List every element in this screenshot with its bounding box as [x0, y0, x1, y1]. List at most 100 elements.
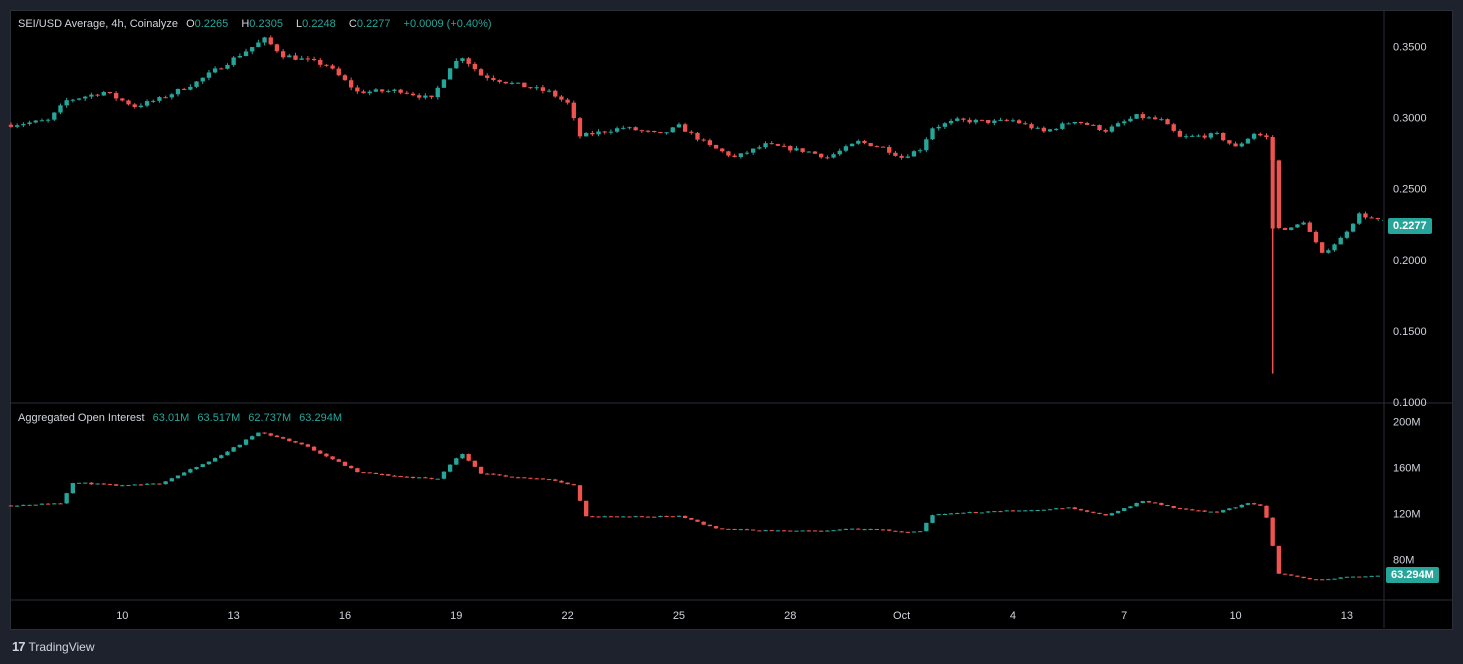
oi-candle-body — [330, 456, 335, 460]
price-candle-body — [1035, 127, 1040, 129]
oi-candle-body — [1054, 508, 1059, 510]
oi-candle-body — [1016, 510, 1022, 512]
price-candle-body — [924, 139, 929, 151]
price-candle-body — [441, 79, 447, 88]
price-candle-body — [33, 120, 38, 123]
price-candle-body — [280, 51, 286, 58]
oi-candle-body — [206, 461, 212, 465]
oi-candle-body — [689, 517, 694, 520]
price-candle-body — [120, 98, 125, 101]
price-candle-body — [1369, 217, 1374, 219]
oi-candle-body — [1307, 578, 1312, 580]
time-axis-tick-label: 19 — [450, 610, 462, 622]
price-candle-body — [769, 143, 774, 145]
price-candle-body — [373, 89, 379, 92]
oi-candle-body — [188, 469, 193, 473]
price-candle-body — [571, 102, 576, 119]
price-candle-body — [942, 123, 948, 127]
price-candle-body — [243, 51, 249, 57]
oi-candle-body — [1140, 501, 1145, 503]
price-candle-body — [1264, 135, 1269, 138]
oi-candle-body — [410, 476, 416, 478]
oi-candle-body — [645, 516, 651, 518]
oi-candle-body — [979, 512, 985, 514]
price-candle-body — [917, 150, 923, 152]
chart-frame[interactable] — [10, 10, 1453, 630]
oi-candle-body — [546, 479, 552, 481]
price-candle-body — [992, 120, 997, 123]
oi-candle-body — [1084, 510, 1090, 512]
oi-candle-body — [670, 516, 675, 518]
oi-candle-body — [515, 477, 521, 479]
oi-candle-body — [460, 454, 465, 459]
price-candle-body — [800, 148, 805, 152]
oi-candle-body — [1004, 510, 1009, 512]
price-candle-body — [1221, 132, 1226, 141]
price-candle-body — [899, 155, 904, 158]
price-candle-body — [1153, 117, 1158, 120]
oi-candle-body — [868, 529, 873, 531]
oi-candle-body — [1066, 507, 1071, 509]
oi-candle-body — [1350, 576, 1356, 578]
price-candle-body — [1307, 222, 1312, 232]
price-candle-body — [485, 75, 490, 78]
price-candle-body — [887, 146, 892, 153]
oi-candle-body — [639, 516, 645, 518]
oi-candle-body — [905, 531, 910, 533]
price-candle-body — [157, 97, 162, 101]
oi-candle-body — [522, 477, 527, 479]
oi-candle-body — [924, 522, 929, 532]
price-candle-body — [200, 77, 205, 82]
price-candle-body — [45, 119, 51, 121]
price-candle-body — [169, 94, 174, 98]
oi-candle-body — [565, 482, 570, 485]
price-candle-body — [1326, 250, 1331, 253]
price-candle-body — [880, 146, 886, 148]
price-candle-body — [967, 119, 972, 123]
price-candle-body — [231, 57, 236, 65]
oi-candle-body — [503, 475, 508, 477]
price-candle-body — [849, 143, 855, 147]
price-candle-body — [113, 93, 119, 99]
price-candle-body — [565, 99, 570, 103]
oi-candle-body — [1134, 502, 1139, 507]
price-candle-body — [1177, 130, 1183, 137]
price-candle-body — [553, 90, 558, 97]
price-candle-body — [324, 64, 329, 66]
price-candle-body — [614, 128, 620, 132]
oi-candle-body — [21, 504, 26, 506]
oi-candle-body — [1010, 510, 1016, 512]
oi-candle-body — [1091, 511, 1096, 513]
oi-candle-body — [132, 484, 137, 486]
oi-candle-body — [1301, 576, 1306, 579]
price-candle-body — [1016, 120, 1022, 124]
oi-candle-body — [614, 516, 620, 518]
oi-value-1: 63.01M — [152, 412, 190, 424]
price-candle-body — [287, 55, 292, 58]
oi-candle-body — [695, 519, 700, 522]
tradingview-brand[interactable]: 17 TradingView — [12, 639, 95, 654]
oi-candle-body — [1159, 502, 1164, 505]
price-candle-body — [305, 58, 311, 60]
price-candle-body — [732, 155, 737, 157]
oi-candle-body — [577, 485, 583, 501]
oi-candle-body — [27, 504, 32, 506]
price-crash-body — [1270, 160, 1275, 229]
oi-candle-body — [348, 465, 354, 469]
price-candle-body — [1375, 218, 1380, 220]
time-axis-tick-label: Oct — [893, 610, 910, 622]
oi-candle-body — [528, 477, 533, 479]
price-candle-body — [144, 101, 150, 106]
price-candle-body — [1301, 222, 1306, 225]
oi-candle-body — [429, 477, 434, 479]
oi-candle-body — [441, 471, 447, 479]
price-candle-body — [15, 125, 20, 127]
price-candle-body — [311, 58, 317, 60]
oi-candle-body — [800, 530, 805, 532]
price-candle-body — [163, 97, 168, 99]
price-candle-body — [175, 88, 181, 95]
oi-candle-body — [101, 483, 106, 485]
oi-candle-body — [299, 442, 304, 445]
price-candle-body — [515, 82, 521, 84]
